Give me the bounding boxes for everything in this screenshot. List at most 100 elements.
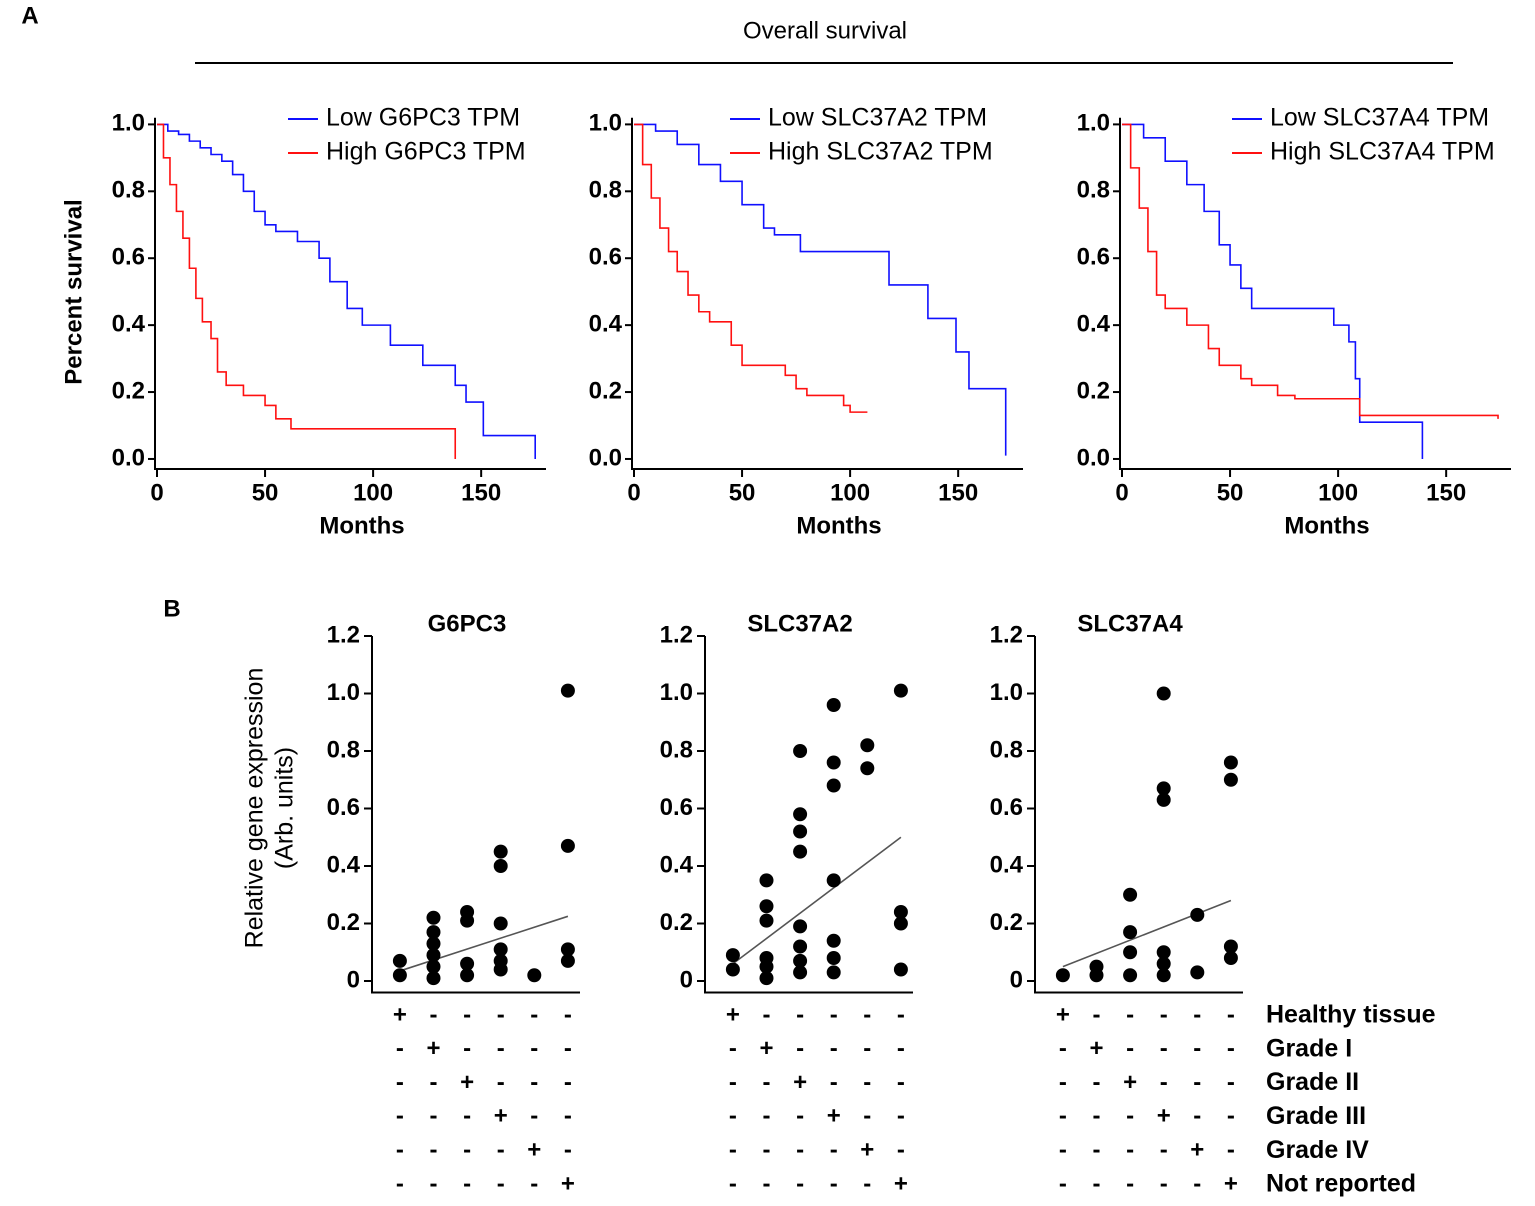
data-point [725, 948, 740, 963]
design-cell: - [530, 1103, 538, 1130]
design-cell: + [527, 1137, 541, 1164]
design-cell: - [1126, 1137, 1134, 1164]
data-point [1223, 772, 1238, 787]
data-point [560, 838, 575, 853]
data-point [1055, 968, 1070, 983]
data-point [1156, 956, 1171, 971]
design-cell: - [396, 1035, 404, 1062]
x-tick-label: 100 [830, 479, 870, 506]
design-cell: - [396, 1069, 404, 1096]
design-cell: - [729, 1170, 737, 1197]
chart-title: SLC37A4 [1077, 610, 1183, 637]
design-cell: + [894, 1170, 908, 1197]
data-point [1156, 945, 1171, 960]
axis-line [631, 117, 1023, 470]
x-tick-label: 50 [252, 479, 279, 506]
design-cell: - [1126, 1035, 1134, 1062]
design-cell: - [1193, 1069, 1201, 1096]
y-tick-label: 0.4 [660, 851, 694, 878]
design-cell: - [497, 1001, 505, 1028]
y-axis-label: Percent survival [60, 199, 87, 384]
design-cell: - [729, 1069, 737, 1096]
y-tick-label: 0.4 [327, 851, 361, 878]
y-tick-label: 0.4 [1077, 310, 1111, 337]
design-cell: - [796, 1001, 804, 1028]
design-cell: + [393, 1001, 407, 1028]
legend-label: Low SLC37A2 TPM [768, 104, 987, 132]
y-tick-label: 0.6 [112, 244, 145, 271]
data-point [1123, 887, 1138, 902]
y-tick-label: 1.0 [327, 679, 360, 706]
survival-curve [634, 123, 1007, 456]
design-cell: - [1126, 1103, 1134, 1130]
trend-line [732, 836, 902, 965]
design-cell: - [497, 1137, 505, 1164]
design-row-label: Grade II [1266, 1068, 1359, 1096]
design-cell: - [564, 1069, 572, 1096]
design-row-label: Grade III [1266, 1102, 1366, 1130]
data-point [493, 844, 508, 859]
design-row-label: Healthy tissue [1266, 1001, 1436, 1029]
design-cell: - [429, 1137, 437, 1164]
data-point [560, 683, 575, 698]
trend-line [1062, 899, 1232, 968]
design-cell: - [1227, 1103, 1235, 1130]
design-cell: - [530, 1001, 538, 1028]
data-point [826, 951, 841, 965]
design-row-label: Grade IV [1266, 1136, 1369, 1164]
data-point [793, 919, 808, 934]
design-cell: - [497, 1069, 505, 1096]
chart-title: G6PC3 [428, 610, 507, 637]
design-cell: - [897, 1035, 905, 1062]
y-tick-label: 1.0 [112, 110, 145, 137]
design-cell: + [494, 1103, 508, 1130]
data-point [392, 953, 407, 968]
x-tick-label: 0 [150, 479, 163, 506]
axis-line [154, 117, 546, 470]
data-point [1156, 686, 1171, 701]
design-cell: - [863, 1001, 871, 1028]
x-tick-label: 0 [1115, 479, 1128, 506]
design-cell: - [1160, 1069, 1168, 1096]
data-point [759, 971, 774, 986]
panel-label: B [163, 595, 180, 622]
axis-line [371, 636, 580, 994]
design-row-label: Grade I [1266, 1034, 1352, 1062]
data-point [426, 910, 441, 925]
data-point [1089, 968, 1104, 983]
data-point [893, 916, 908, 931]
y-tick-label: 0.0 [112, 444, 145, 471]
design-cell: - [530, 1035, 538, 1062]
data-point [426, 971, 441, 986]
data-point [826, 965, 841, 980]
design-cell: - [1227, 1137, 1235, 1164]
design-cell: - [863, 1103, 871, 1130]
design-cell: - [863, 1069, 871, 1096]
design-cell: - [762, 1103, 770, 1130]
data-point [460, 956, 475, 971]
design-cell: + [426, 1035, 440, 1062]
y-axis-label: Relative gene expression [241, 668, 269, 949]
design-cell: - [463, 1035, 471, 1062]
design-cell: - [863, 1170, 871, 1197]
x-tick-label: 100 [353, 479, 393, 506]
y-tick-label: 0.6 [327, 794, 360, 821]
design-cell: - [530, 1069, 538, 1096]
data-point [426, 936, 441, 951]
y-tick-label: 0.2 [589, 377, 622, 404]
y-tick-label: 0.2 [112, 377, 145, 404]
data-point [826, 698, 841, 712]
data-point [860, 738, 875, 753]
y-tick-label: 1.0 [1077, 110, 1110, 137]
design-cell: - [1227, 1001, 1235, 1028]
design-cell: + [726, 1001, 740, 1028]
design-cell: + [759, 1035, 773, 1062]
data-point [560, 942, 575, 957]
design-cell: - [1059, 1103, 1067, 1130]
design-cell: - [729, 1103, 737, 1130]
design-cell: + [827, 1103, 841, 1130]
design-cell: + [1089, 1035, 1103, 1062]
design-cell: - [396, 1170, 404, 1197]
axis-line [1034, 636, 1243, 994]
